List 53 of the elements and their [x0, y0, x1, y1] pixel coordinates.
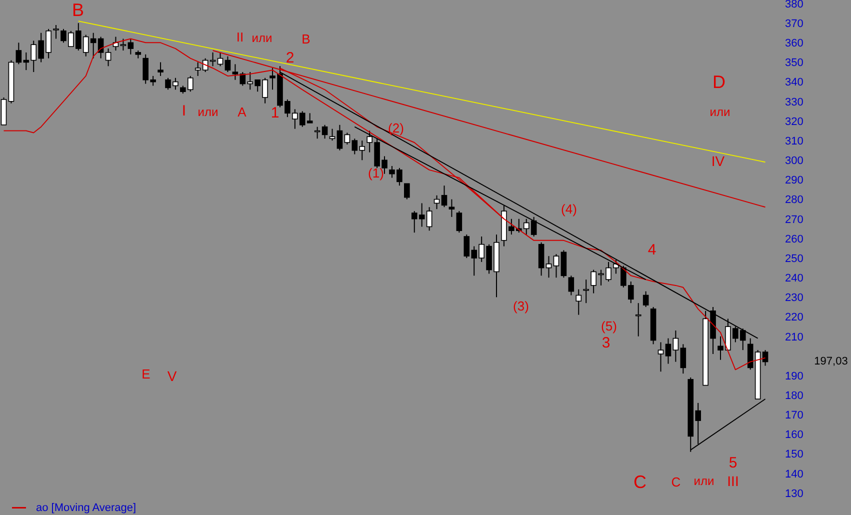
y-tick-label: 380	[785, 0, 804, 10]
y-tick-label: 190	[785, 370, 804, 382]
y-tick-label: 160	[785, 429, 804, 442]
annotation: B	[302, 32, 310, 46]
y-tick-label: 300	[785, 155, 804, 168]
annotation: C	[671, 474, 681, 490]
annotation: B	[72, 0, 84, 20]
y-tick-label: 210	[785, 331, 804, 344]
y-tick-label: 250	[785, 252, 804, 265]
annotation: 5	[728, 454, 738, 472]
annotation: IV	[711, 153, 725, 169]
y-tick-label: 280	[785, 194, 804, 206]
y-tick-label: 330	[785, 96, 804, 108]
annotation: III	[727, 473, 739, 489]
annotation: или	[198, 105, 218, 119]
annotation: (2)	[388, 120, 404, 136]
annotation: C	[634, 472, 646, 492]
y-tick-label: 350	[785, 57, 804, 70]
annotation: A	[238, 104, 246, 120]
y-tick-label: 180	[785, 390, 804, 402]
annotation: (3)	[513, 298, 529, 314]
annotation: 3	[602, 334, 610, 352]
annotation: 4	[648, 242, 656, 258]
y-tick-label: 270	[785, 214, 804, 226]
y-tick-label: 230	[785, 292, 804, 304]
annotation: (4)	[561, 202, 577, 216]
annotation: или	[252, 31, 272, 45]
annotation: (5)	[601, 318, 617, 334]
y-tick-label: 320	[785, 116, 804, 128]
y-tick-label: 370	[785, 18, 804, 30]
legend-label: ао [Moving Average]	[36, 502, 136, 514]
annotation: I	[182, 102, 186, 120]
annotation: E	[142, 366, 150, 382]
y-tick-label: 140	[785, 468, 804, 480]
y-tick-label: 240	[785, 272, 804, 285]
annotation: или	[710, 105, 730, 119]
text: 197,03	[814, 356, 848, 368]
annotation: II	[236, 30, 244, 44]
y-tick-label: 360	[785, 38, 804, 50]
annotation: 2	[286, 50, 294, 66]
y-tick-label: 340	[785, 76, 804, 89]
y-tick-label: 310	[785, 135, 804, 148]
annotation: (1)	[368, 166, 384, 180]
y-tick-label: 220	[785, 312, 804, 324]
y-tick-label: 290	[785, 174, 804, 187]
annotation: или	[694, 474, 714, 488]
y-tick-label: 170	[785, 410, 804, 422]
y-tick-label: 130	[785, 488, 804, 500]
annotation: 1	[270, 104, 280, 122]
annotation: D	[712, 72, 726, 92]
y-tick-label: 260	[785, 233, 804, 246]
y-tick-label: 150	[785, 448, 804, 461]
annotation: V	[167, 368, 177, 384]
